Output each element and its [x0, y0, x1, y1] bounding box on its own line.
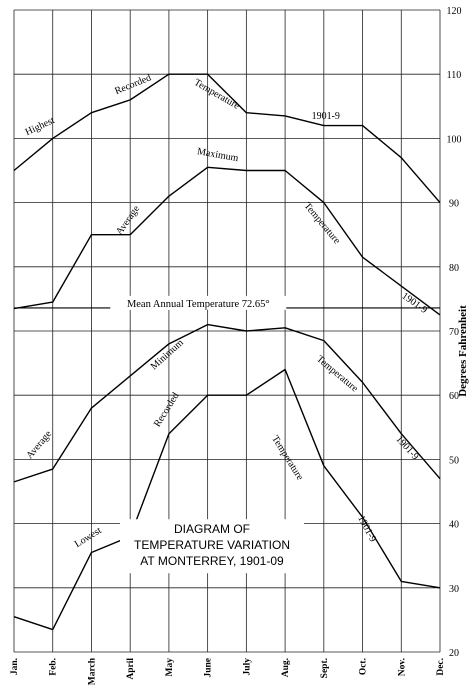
series-label-lowest-3: 1901-9 — [355, 514, 378, 544]
series-labels: Highest Recorded Temperature 1901-9 Average M… — [24, 72, 429, 550]
x-tick-10: Nov. — [397, 658, 407, 676]
x-tick-6: July — [242, 658, 252, 676]
title-line-2: AT MONTERREY, 1901-09 — [140, 554, 284, 568]
y-tick-4: 60 — [449, 391, 459, 402]
x-tick-9: Oct. — [359, 658, 369, 675]
title-background — [120, 519, 304, 574]
series-line-highest — [13, 73, 441, 204]
y-axis-label: Degrees Fahrenheit — [457, 305, 469, 397]
x-tick-7: Aug. — [281, 658, 291, 677]
y-tick-2: 40 — [449, 520, 459, 531]
mean-annual-line: Mean Annual Temperature 72.65° — [14, 295, 440, 310]
chart-grid — [13, 9, 441, 653]
y-tick-labels: 20 30 40 50 60 70 80 90 100 110 120 — [447, 6, 462, 659]
series-line-average-minimum — [13, 323, 441, 483]
chart-title: DIAGRAM OF TEMPERATURE VARIATION AT MONTER… — [134, 522, 290, 568]
series-label-highest-3: 1901-9 — [312, 111, 340, 122]
x-tick-0: Jan. — [10, 658, 20, 675]
x-tick-11: Dec. — [436, 658, 446, 676]
series-label-average-minimum-0: Average — [24, 428, 54, 461]
x-tick-3: April — [126, 658, 136, 680]
series-label-lowest-0: Lowest — [73, 525, 104, 550]
series-label-average-maximum-2: Temperature — [301, 201, 342, 247]
series-label-highest-0: Highest — [24, 115, 57, 138]
y-tick-3: 50 — [449, 455, 459, 466]
y-tick-5: 70 — [449, 327, 459, 338]
y-tick-7: 90 — [449, 199, 459, 210]
series-line-average-maximum — [13, 166, 441, 316]
y-tick-1: 30 — [449, 584, 459, 595]
x-tick-8: Sept. — [320, 658, 330, 678]
y-tick-9: 110 — [447, 70, 462, 81]
series-lines — [13, 73, 441, 631]
y-tick-8: 100 — [447, 134, 462, 145]
mean-label: Mean Annual Temperature 72.65° — [127, 299, 270, 310]
y-tick-0: 20 — [449, 648, 459, 659]
series-line-lowest — [13, 368, 441, 631]
mean-label-bg — [110, 295, 287, 310]
y-tick-6: 80 — [449, 263, 459, 274]
x-tick-5: June — [204, 658, 214, 678]
series-label-highest-1: Recorded — [113, 72, 153, 97]
series-label-average-maximum-1: Maximum — [196, 146, 239, 164]
y-tick-10: 120 — [447, 6, 462, 17]
x-tick-1: Feb. — [49, 658, 59, 676]
series-label-average-minimum-3: 1901-9 — [393, 434, 420, 462]
series-label-average-maximum-0: Average — [114, 203, 142, 237]
series-label-average-minimum-1: Minimum — [149, 337, 186, 372]
series-label-lowest-1: Recorded — [152, 391, 182, 429]
series-label-highest-2: Temperature — [192, 77, 242, 112]
series-label-lowest-2: Temperature — [269, 434, 305, 483]
title-line-1: TEMPERATURE VARIATION — [134, 538, 290, 552]
x-tick-labels: Jan. Feb. March April May June July Aug. Sept. Oc… — [10, 657, 446, 685]
series-label-average-minimum-2: Temperature — [314, 354, 360, 395]
title-line-0: DIAGRAM OF — [174, 522, 250, 536]
x-tick-2: March — [87, 657, 97, 685]
x-tick-4: May — [165, 658, 175, 677]
series-label-average-maximum-3: 1901-9 — [400, 291, 430, 316]
